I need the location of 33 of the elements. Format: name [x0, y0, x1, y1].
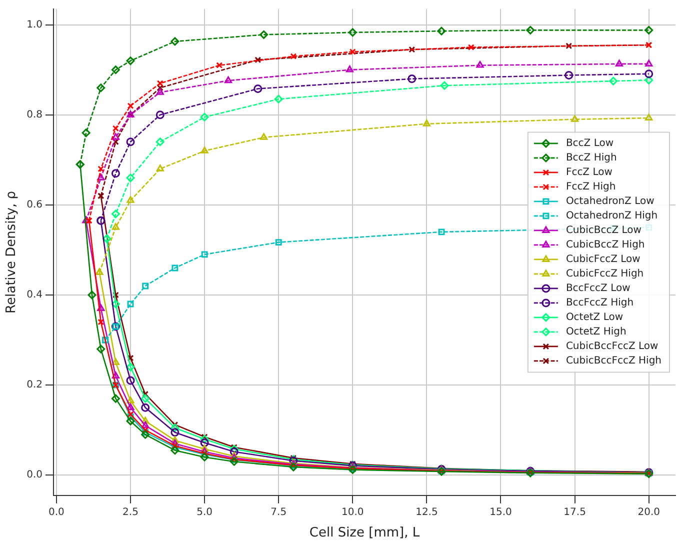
- y-tick-label: 0.4: [26, 290, 43, 301]
- legend-label: CubicBccFccZ High: [566, 356, 662, 367]
- x-axis-title: Cell Size [mm], L: [309, 526, 420, 541]
- y-tick-label: 0.6: [26, 200, 43, 211]
- y-tick-label: 0.2: [26, 380, 43, 391]
- x-tick-label: 12.5: [416, 506, 438, 518]
- y-axis-title: Relative Density, ρ: [4, 190, 20, 314]
- y-tick-label: 0.0: [26, 470, 43, 481]
- legend-label: BccZ Low: [566, 138, 614, 150]
- x-tick-label: 17.5: [564, 506, 586, 518]
- x-tick-label: 2.5: [122, 506, 138, 518]
- y-tick-label: 0.8: [26, 109, 43, 120]
- legend-label: CubicFccZ Low: [566, 254, 640, 266]
- y-tick-label: 1.0: [26, 19, 43, 30]
- legend-label: BccZ High: [566, 152, 617, 164]
- legend-label: FccZ High: [566, 182, 616, 193]
- x-tick-label: 0.0: [48, 506, 64, 518]
- legend-label: CubicBccZ High: [566, 240, 645, 251]
- x-tick-label: 5.0: [196, 506, 213, 518]
- legend-label: OctahedronZ Low: [566, 196, 654, 208]
- legend-label: CubicFccZ High: [566, 268, 644, 280]
- x-tick-label: 15.0: [490, 506, 512, 518]
- legend-label: CubicBccZ Low: [566, 225, 642, 236]
- x-tick-label: 7.5: [270, 506, 287, 518]
- legend-label: FccZ Low: [566, 167, 612, 178]
- legend-label: OctetZ High: [566, 326, 626, 338]
- legend-label: OctetZ Low: [566, 312, 624, 324]
- legend-label: BccFccZ High: [566, 298, 634, 309]
- legend-label: BccFccZ Low: [566, 283, 630, 294]
- legend-label: OctahedronZ High: [566, 210, 658, 222]
- x-tick-label: 20.0: [638, 506, 660, 518]
- legend-label: CubicBccFccZ Low: [566, 341, 658, 352]
- x-tick-label: 10.0: [342, 506, 364, 518]
